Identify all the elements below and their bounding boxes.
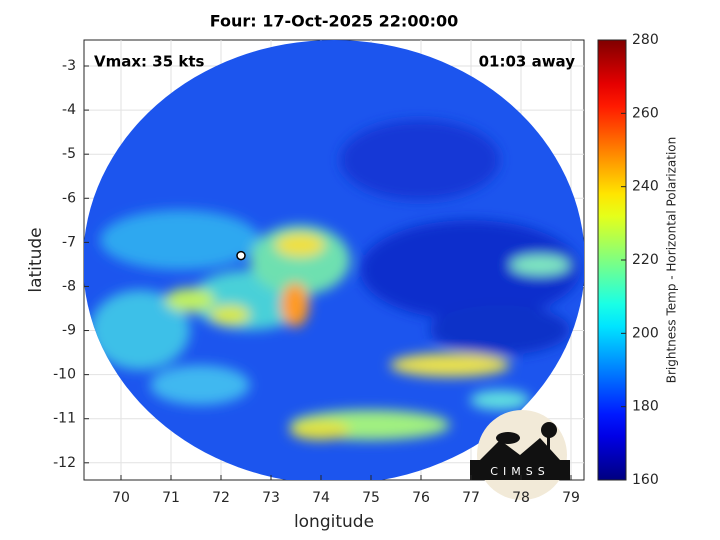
x-tick-label: 72 (212, 490, 230, 506)
annotation: Vmax: 35 kts (94, 53, 204, 71)
annotation: 01:03 away (479, 53, 576, 71)
x-tick-label: 78 (512, 490, 530, 506)
y-tick-label: -6 (62, 190, 76, 206)
x-tick-label: 75 (362, 490, 380, 506)
y-tick-label: -3 (62, 58, 76, 74)
x-tick-label: 70 (112, 490, 130, 506)
y-tick-label: -10 (53, 367, 76, 383)
y-axis-label: latitude (26, 227, 46, 292)
logo-text: CIMSS (490, 465, 549, 478)
x-tick-label: 77 (462, 490, 480, 506)
colorbar-tick-label: 180 (632, 399, 659, 415)
y-tick-label: -8 (62, 278, 76, 294)
x-tick-label: 79 (562, 490, 580, 506)
colorbar-label: Brightness Temp - Horizontal Polarizatio… (665, 137, 679, 384)
x-tick-label: 74 (312, 490, 330, 506)
y-tick-label: -4 (62, 102, 76, 118)
colorbar-tick-label: 220 (632, 252, 659, 268)
y-tick-label: -9 (62, 323, 76, 339)
x-tick-label: 73 (262, 490, 280, 506)
cimss-logo: CIMSS (470, 410, 570, 500)
y-tick-label: -5 (62, 146, 76, 162)
colorbar-tick-label: 200 (632, 325, 659, 341)
y-tick-label: -7 (62, 234, 76, 250)
colorbar-tick-label: 280 (632, 32, 659, 48)
x-axis-label: longitude (294, 512, 374, 532)
y-tick-label: -11 (53, 411, 76, 427)
x-tick-label: 76 (412, 490, 430, 506)
y-tick-label: -12 (53, 455, 76, 471)
colorbar-tick-label: 160 (632, 472, 659, 488)
x-tick-label: 71 (162, 490, 180, 506)
colorbar-tick-label: 260 (632, 105, 659, 121)
storm-center (236, 250, 246, 261)
field (84, 40, 584, 480)
colorbar-tick-label: 240 (632, 179, 659, 195)
chart-title: Four: 17-Oct-2025 22:00:00 (210, 12, 459, 31)
